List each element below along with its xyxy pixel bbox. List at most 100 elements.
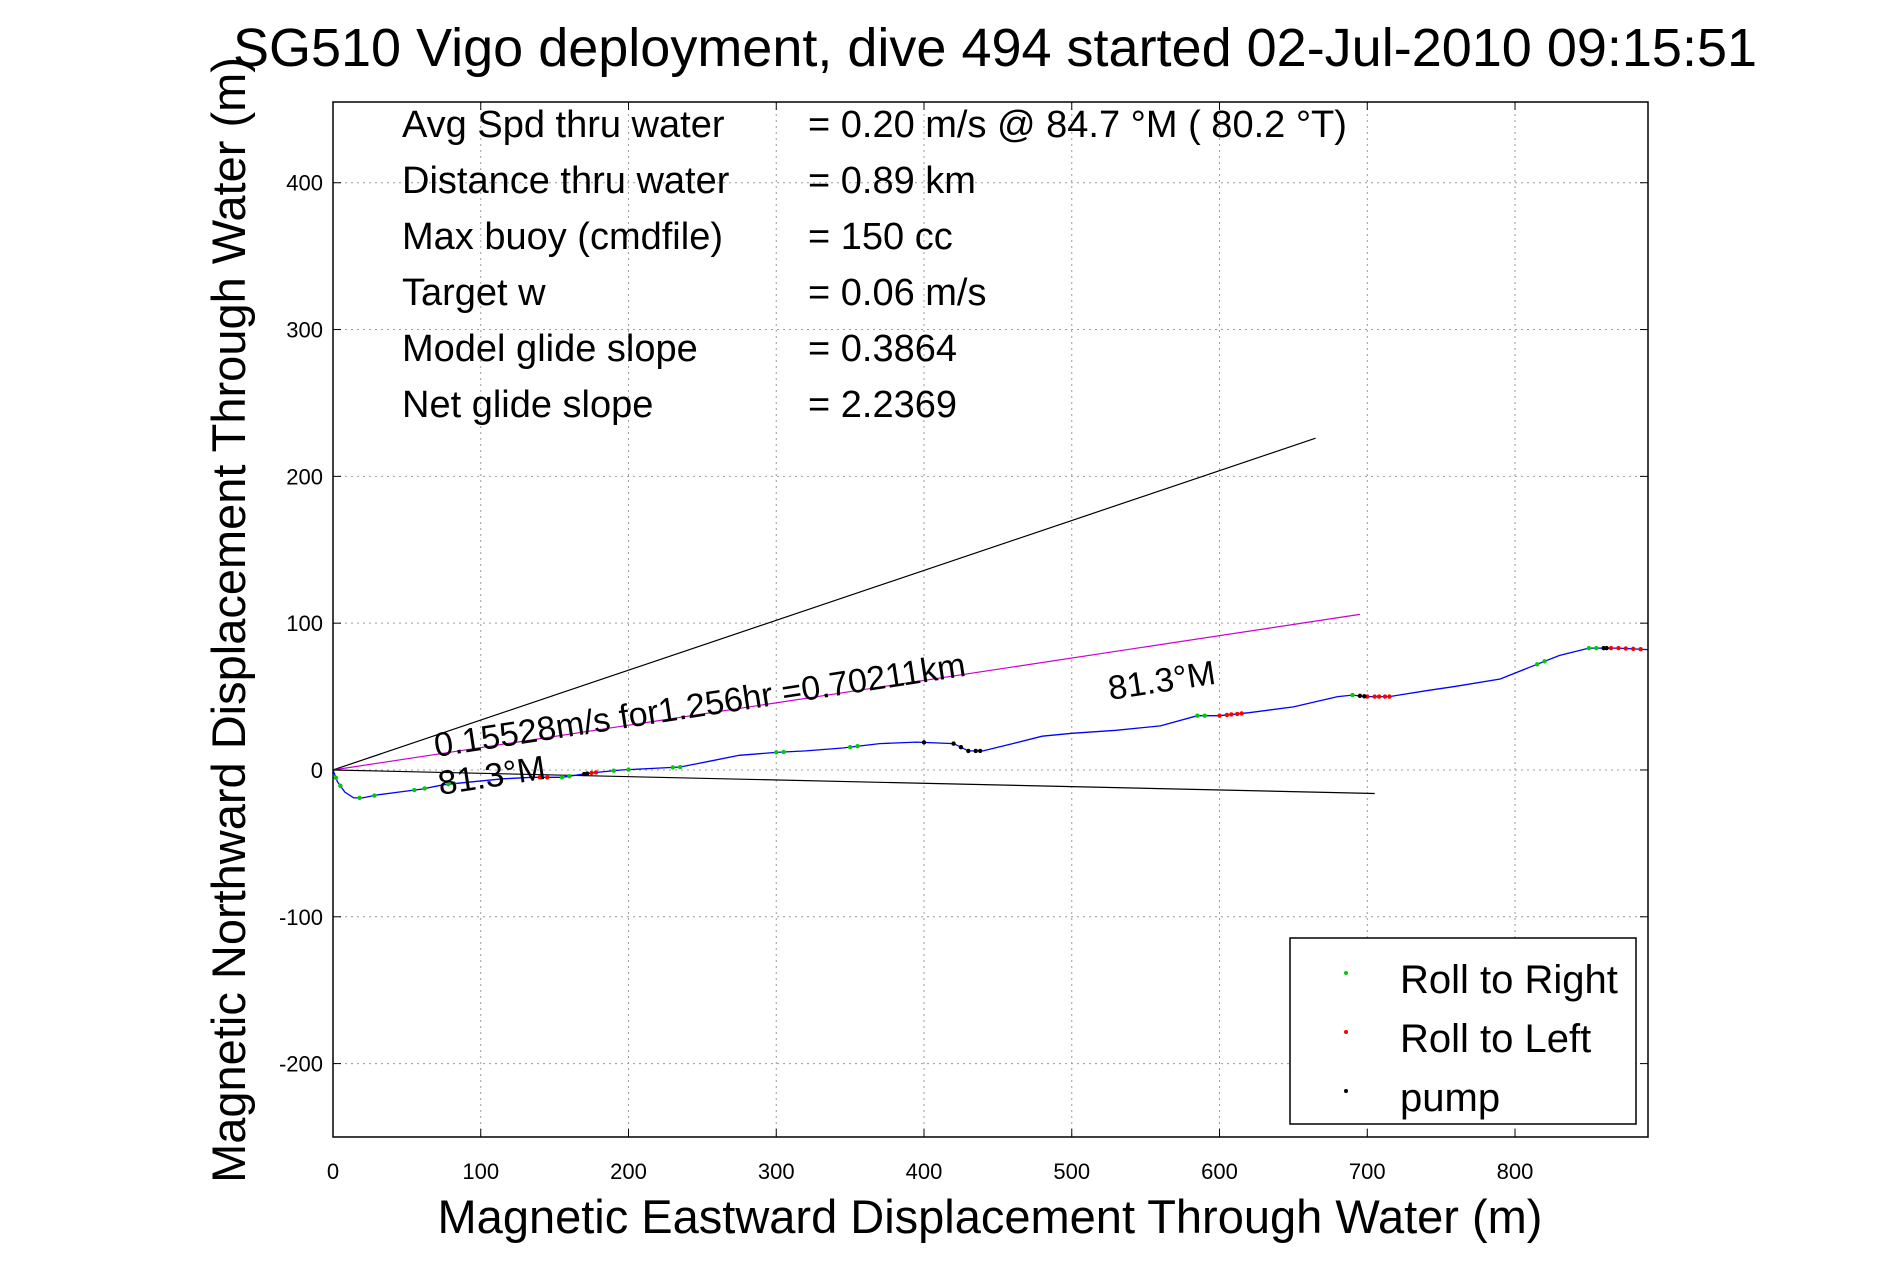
roll-left-marker <box>1382 694 1388 699</box>
legend-marker-roll-left <box>1344 1030 1348 1034</box>
pump-marker <box>1362 694 1367 699</box>
roll-right-marker <box>333 775 339 781</box>
roll-right-marker <box>626 767 631 772</box>
info-value: = 0.3864 <box>808 328 957 370</box>
reference-line <box>332 613 1360 771</box>
y-tick-label: 0 <box>311 758 323 783</box>
info-value: = 150 cc <box>808 216 953 258</box>
info-value: = 0.89 km <box>808 160 976 202</box>
roll-right-marker <box>422 786 427 791</box>
legend-marker-roll-right <box>1344 971 1348 975</box>
roll-left-marker <box>537 775 543 780</box>
y-tick-label: 200 <box>286 464 323 489</box>
roll-right-marker <box>774 750 779 755</box>
roll-right-marker <box>847 744 853 750</box>
roll-left-marker <box>545 775 550 780</box>
roll-left-marker <box>1239 711 1244 716</box>
x-axis-label: Magnetic Eastward Displacement Through W… <box>438 1190 1543 1243</box>
roll-right-marker <box>446 782 451 787</box>
pump-marker <box>951 741 956 746</box>
info-label: Max buoy (cmdfile) <box>402 216 723 258</box>
info-label: Model glide slope <box>402 328 698 370</box>
legend: Roll to Right Roll to Left pump <box>1289 937 1637 1125</box>
info-value: = 0.20 m/s @ 84.7 °M ( 80.2 °T) <box>808 104 1347 146</box>
heading-annotation-high: 81.3°M <box>1105 654 1218 708</box>
y-tick-label: -100 <box>279 905 323 930</box>
reference-line <box>332 437 1316 771</box>
roll-left-marker <box>1376 694 1382 699</box>
pump-marker <box>921 740 927 745</box>
x-tick-label: 500 <box>1053 1159 1090 1184</box>
roll-right-marker <box>670 765 676 770</box>
current-annotation: 0.15528m/s for1.256hr =0.70211km <box>431 646 968 765</box>
x-tick-label: 700 <box>1349 1159 1386 1184</box>
pump-marker <box>1604 645 1609 651</box>
marker-layer <box>333 645 1643 801</box>
y-tick-label: 100 <box>286 611 323 636</box>
x-tick-label: 300 <box>758 1159 795 1184</box>
legend-label-roll-right: Roll to Right <box>1400 958 1618 1002</box>
roll-left-marker <box>1372 694 1377 699</box>
info-value: = 2.2369 <box>808 384 957 426</box>
roll-left-marker <box>589 770 594 776</box>
pump-marker <box>958 745 964 750</box>
info-label: Distance thru water <box>402 160 730 202</box>
roll-right-marker <box>357 795 362 801</box>
info-value: = 0.06 m/s <box>808 272 986 314</box>
pump-marker <box>973 748 978 754</box>
track-line <box>332 647 1649 799</box>
roll-right-marker <box>611 768 616 773</box>
pump-marker <box>584 771 590 776</box>
roll-right-marker <box>412 787 417 793</box>
roll-right-marker <box>1350 692 1355 698</box>
roll-left-marker <box>1616 645 1621 651</box>
y-axis-ticks: -200 -100 0 100 200 300 400 <box>279 171 1648 1077</box>
roll-right-marker <box>781 749 786 755</box>
chart-title: SG510 Vigo deployment, dive 494 started … <box>233 18 1757 78</box>
plot-frame <box>332 101 1649 1138</box>
roll-left-marker <box>593 770 599 775</box>
info-label: Avg Spd thru water <box>402 104 725 146</box>
roll-left-marker <box>1387 694 1392 699</box>
roll-left-marker <box>1224 712 1230 718</box>
roll-left-marker <box>1229 712 1234 717</box>
roll-right-marker <box>567 774 572 779</box>
y-tick-label: -200 <box>279 1052 323 1077</box>
roll-right-marker <box>1542 659 1547 664</box>
track-layer <box>332 647 1649 799</box>
reference-lines <box>332 437 1375 795</box>
roll-left-marker <box>1217 713 1222 718</box>
y-tick-label: 400 <box>286 171 323 196</box>
reference-line <box>332 769 1375 795</box>
roll-right-marker <box>855 743 860 749</box>
roll-left-marker <box>1638 647 1643 652</box>
y-tick-label: 300 <box>286 318 323 343</box>
x-tick-label: 800 <box>1497 1159 1534 1184</box>
pump-marker <box>966 748 971 754</box>
roll-right-marker <box>678 764 683 770</box>
y-axis-label: Magnetic Northward Displacement Through … <box>202 57 255 1183</box>
roll-left-marker <box>1235 711 1240 717</box>
roll-left-marker <box>1631 646 1636 652</box>
pump-marker <box>1357 693 1363 699</box>
info-label: Target w <box>402 272 546 314</box>
info-label: Net glide slope <box>402 384 653 426</box>
roll-left-marker <box>1623 646 1629 651</box>
x-tick-label: 600 <box>1201 1159 1238 1184</box>
info-box: Avg Spd thru water = 0.20 m/s @ 84.7 °M (… <box>402 104 1347 426</box>
legend-label-roll-left: Roll to Left <box>1400 1017 1591 1061</box>
x-tick-label: 0 <box>327 1159 339 1184</box>
roll-right-marker <box>338 783 343 789</box>
roll-right-marker <box>372 793 377 798</box>
x-tick-label: 100 <box>462 1159 499 1184</box>
legend-marker-pump <box>1344 1089 1348 1093</box>
legend-label-pump: pump <box>1400 1076 1500 1120</box>
x-axis-ticks: 0 100 200 300 400 500 600 700 800 <box>327 102 1534 1184</box>
roll-right-marker <box>1586 645 1592 651</box>
roll-right-marker <box>1202 713 1207 718</box>
roll-right-marker <box>1534 662 1540 667</box>
x-tick-label: 400 <box>906 1159 943 1184</box>
roll-right-marker <box>1594 645 1599 651</box>
roll-right-marker <box>1195 713 1200 718</box>
